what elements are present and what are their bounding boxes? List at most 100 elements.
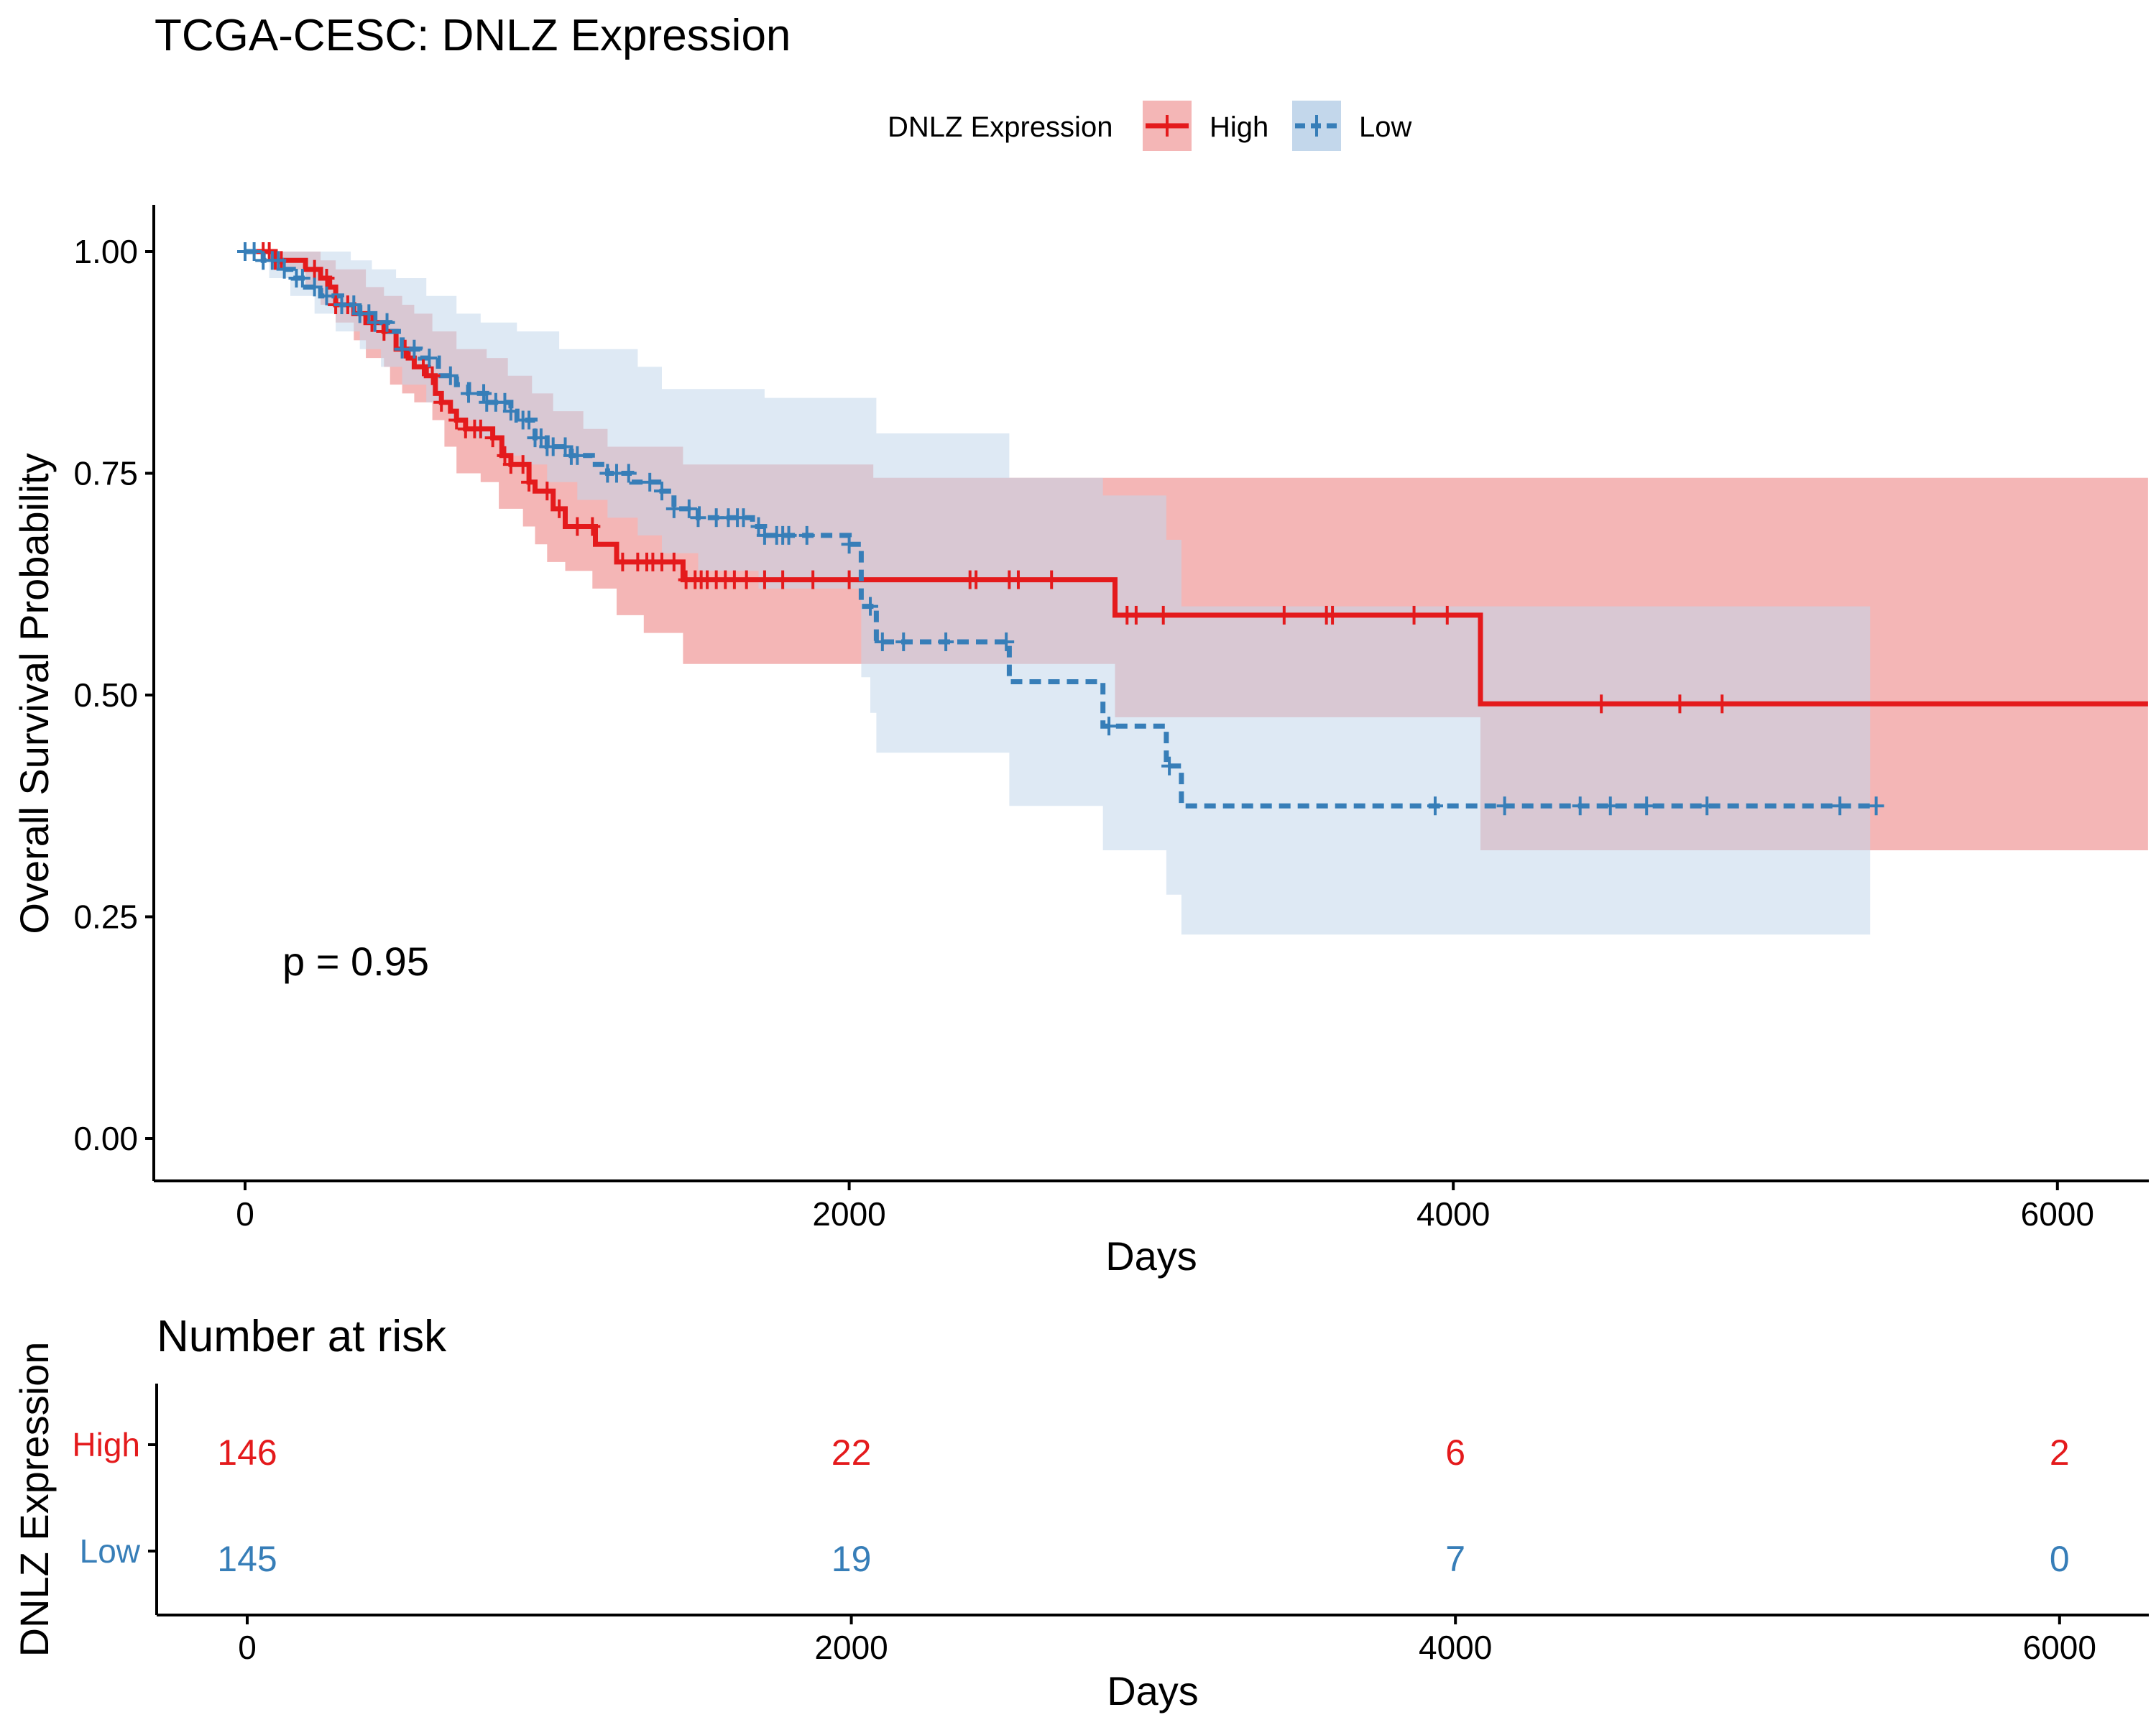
censor-mark-high — [584, 517, 601, 536]
risk-x-tick-label: 2000 — [814, 1629, 888, 1666]
risk-x-tick-label: 6000 — [2023, 1629, 2096, 1666]
y-axis-title: Overall Survival Probability — [11, 453, 57, 934]
risk-row-label-low: Low — [80, 1532, 141, 1570]
censor-mark-low — [406, 339, 423, 359]
y-axis-ticks: 0.00 0.25 0.50 0.75 1.00 — [73, 233, 154, 1157]
censor-mark-low — [1496, 796, 1513, 816]
censor-mark-high — [306, 259, 323, 279]
censor-mark-low — [841, 535, 857, 554]
censor-mark-high — [1325, 605, 1341, 625]
x-tick-label: 2000 — [812, 1195, 885, 1233]
censor-mark-high — [1406, 605, 1422, 625]
censor-mark-high — [318, 269, 335, 288]
censor-mark-low — [1639, 796, 1655, 816]
censor-mark-low — [306, 277, 323, 297]
censor-mark-low — [1161, 756, 1178, 776]
censor-mark-high — [472, 419, 489, 438]
legend-label-low: Low — [1359, 111, 1411, 143]
risk-row-label-high: High — [72, 1426, 140, 1463]
censor-mark-low — [276, 259, 292, 279]
risk-x-tick-label: 4000 — [1419, 1629, 1492, 1666]
y-tick-label: 0.25 — [73, 898, 138, 936]
y-tick-label: 0.00 — [73, 1120, 138, 1157]
censor-mark-low — [502, 402, 519, 421]
censor-mark-low — [379, 313, 395, 332]
censor-mark-high — [968, 570, 985, 589]
censor-mark-low — [642, 472, 658, 492]
censor-mark-low — [318, 286, 335, 305]
censor-mark-low — [654, 482, 671, 501]
censor-mark-high — [841, 570, 857, 589]
risk-count-high: 6 — [1445, 1432, 1465, 1473]
censor-mark-high — [1672, 694, 1688, 714]
censor-mark-low — [1572, 796, 1588, 816]
risk-count-high: 2 — [2050, 1432, 2070, 1473]
censor-mark-high — [539, 482, 556, 501]
risk-y-axis-title: DNLZ Expression — [11, 1342, 57, 1657]
censor-mark-low — [1868, 796, 1884, 816]
censor-mark-low — [1101, 717, 1118, 736]
risk-table: High 146 22 6 2 Low 145 19 7 0 0 2000 4000 6000 — [72, 1426, 2096, 1666]
censor-mark-low — [442, 366, 459, 385]
censor-mark-low — [938, 632, 954, 651]
risk-count-low: 7 — [1445, 1539, 1465, 1579]
censor-mark-low — [294, 269, 310, 288]
risk-count-low: 145 — [217, 1539, 277, 1579]
censor-mark-high — [515, 455, 531, 474]
censor-mark-high — [433, 392, 450, 412]
censor-mark-low — [998, 632, 1015, 651]
censor-mark-high — [448, 410, 465, 430]
legend-title: DNLZ Expression — [888, 111, 1112, 143]
censor-mark-high — [424, 366, 441, 385]
censor-mark-low — [1699, 796, 1715, 816]
censor-mark-high — [521, 472, 538, 492]
censor-mark-low — [665, 499, 682, 518]
censor-mark-high — [569, 517, 586, 536]
censor-mark-low — [780, 525, 797, 545]
censor-mark-high — [1439, 605, 1455, 625]
censor-mark-high — [1593, 694, 1610, 714]
censor-mark-low — [569, 446, 586, 465]
risk-table-title: Number at risk — [157, 1312, 447, 1361]
x-tick-label: 4000 — [1416, 1195, 1490, 1233]
y-tick-label: 0.50 — [73, 676, 138, 714]
censor-mark-high — [1714, 694, 1731, 714]
legend-label-high: High — [1210, 111, 1268, 143]
censor-mark-high — [484, 428, 501, 448]
y-tick-label: 1.00 — [73, 233, 138, 270]
censor-mark-high — [551, 499, 568, 518]
censor-mark-low — [1832, 796, 1848, 816]
censor-mark-low — [476, 384, 492, 403]
chart-title: TCGA-CESC: DNLZ Expression — [155, 11, 791, 60]
legend: DNLZ Expression High Low — [888, 101, 1411, 151]
x-axis-ticks: 0 2000 4000 6000 — [236, 1181, 2094, 1233]
censor-mark-high — [738, 570, 755, 589]
censor-mark-high — [756, 570, 773, 589]
censor-mark-low — [461, 384, 477, 403]
censor-mark-high — [775, 570, 791, 589]
risk-count-high: 146 — [217, 1432, 277, 1473]
censor-mark-low — [521, 410, 538, 430]
confidence-bands — [245, 252, 2148, 935]
censor-mark-low — [862, 597, 879, 616]
censor-mark-low — [1602, 796, 1618, 816]
censor-mark-high — [805, 570, 821, 589]
censor-mark-low — [681, 499, 697, 518]
censor-marks — [237, 242, 1884, 816]
censor-mark-high — [1044, 570, 1060, 589]
risk-count-low: 19 — [831, 1539, 872, 1579]
risk-x-axis-title: Days — [1107, 1668, 1199, 1714]
censor-mark-low — [798, 525, 815, 545]
censor-mark-low — [874, 632, 890, 651]
censor-mark-low — [421, 349, 438, 368]
p-value-label: p = 0.95 — [282, 939, 429, 984]
x-tick-label: 6000 — [2021, 1195, 2094, 1233]
x-tick-label: 0 — [236, 1195, 254, 1233]
censor-mark-low — [735, 508, 752, 528]
censor-mark-high — [376, 322, 392, 341]
censor-mark-high — [665, 552, 682, 571]
censor-mark-high — [614, 552, 631, 571]
x-axis-title: Days — [1105, 1233, 1197, 1279]
censor-mark-high — [1010, 570, 1026, 589]
